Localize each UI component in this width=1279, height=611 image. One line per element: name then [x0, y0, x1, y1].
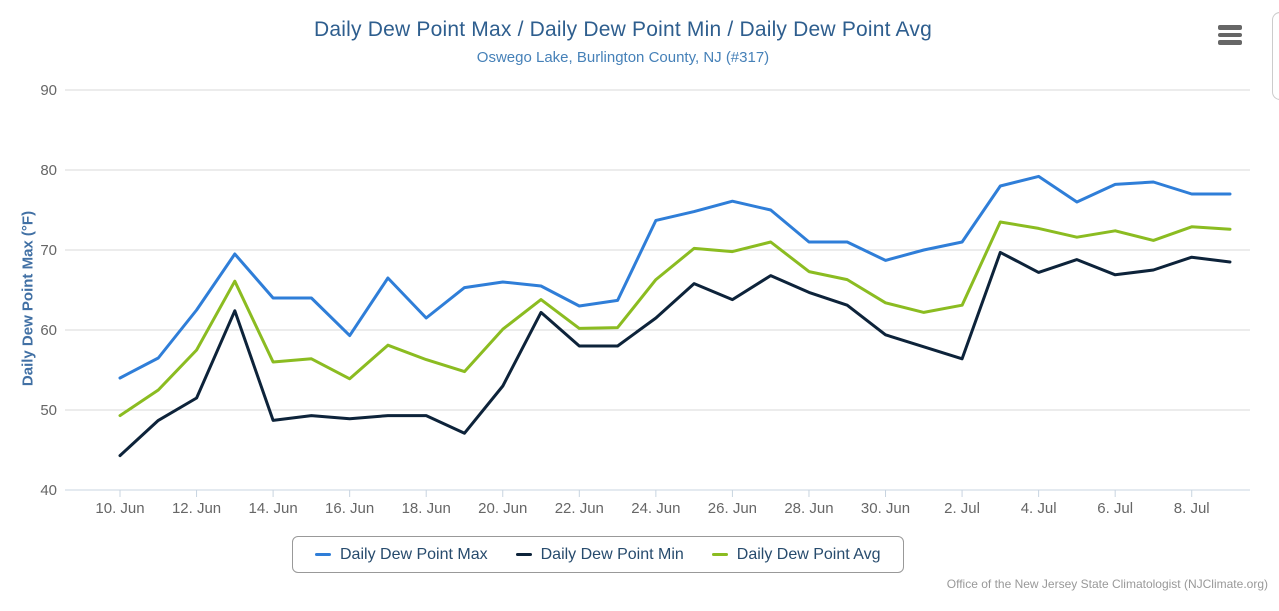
x-axis-tick-label: 12. Jun [172, 500, 221, 517]
series-line-1[interactable] [118, 250, 1232, 458]
y-axis-tick-label: 90 [40, 82, 57, 99]
series-line-2[interactable] [118, 220, 1232, 418]
max-series-swatch-icon [315, 553, 331, 556]
x-axis-tick-label: 26. Jun [708, 500, 757, 517]
min-series-swatch-icon [515, 553, 532, 556]
x-axis-tick-label: 22. Jun [555, 500, 604, 517]
legend-label-min: Daily Dew Point Min [540, 545, 684, 563]
avg-series-swatch-icon [711, 553, 728, 556]
x-axis-tick-label: 10. Jun [95, 500, 144, 517]
credits-link[interactable]: Office of the New Jersey State Climatolo… [946, 577, 1268, 591]
chart-menu-button[interactable] [1214, 20, 1247, 50]
y-axis-tick-label: 60 [40, 322, 57, 339]
legend: Daily Dew Point Max Daily Dew Point Min … [292, 536, 904, 573]
x-axis-tick-label: 24. Jun [631, 500, 680, 517]
hamburger-icon [1218, 40, 1242, 45]
y-axis-tick-label: 40 [40, 482, 57, 499]
x-axis-tick-label: 30. Jun [861, 500, 910, 517]
y-axis-tick-label: 80 [40, 162, 57, 179]
x-axis-tick-label: 20. Jun [478, 500, 527, 517]
hamburger-icon [1218, 25, 1242, 30]
legend-item-avg[interactable]: Daily Dew Point Avg [711, 545, 881, 564]
legend-item-max[interactable]: Daily Dew Point Max [315, 546, 488, 564]
x-axis-tick-label: 6. Jul [1097, 500, 1133, 517]
x-axis-tick-label: 28. Jun [784, 500, 833, 517]
y-axis-tick-label: 50 [40, 402, 57, 419]
x-axis-tick-label: 4. Jul [1021, 500, 1057, 517]
hamburger-icon [1218, 32, 1242, 38]
x-axis-tick-label: 16. Jun [325, 500, 374, 517]
y-axis-tick-label: 70 [40, 242, 57, 259]
legend-item-min[interactable]: Daily Dew Point Min [515, 545, 684, 564]
series-line-0[interactable] [118, 174, 1232, 380]
chart-subtitle: Oswego Lake, Burlington County, NJ (#317… [476, 49, 770, 66]
x-axis-tick-label: 14. Jun [248, 500, 297, 517]
legend-label-avg: Daily Dew Point Avg [736, 545, 881, 563]
chart-title: Daily Dew Point Max / Daily Dew Point Mi… [314, 18, 932, 41]
x-axis-tick-label: 18. Jun [402, 500, 451, 517]
legend-label-max: Daily Dew Point Max [340, 545, 488, 563]
x-axis-tick-label: 8. Jul [1174, 500, 1210, 517]
x-axis-tick-label: 2. Jul [944, 500, 980, 517]
